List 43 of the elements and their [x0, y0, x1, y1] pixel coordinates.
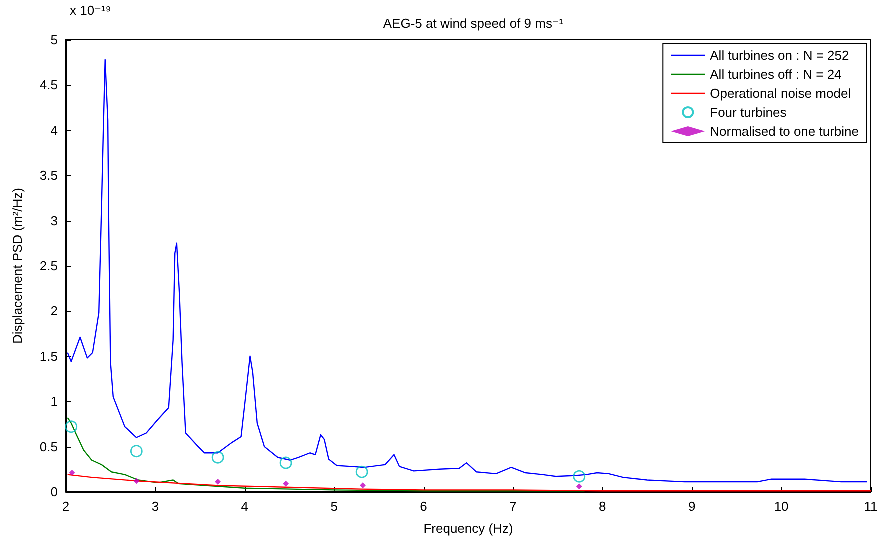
- point: [215, 479, 222, 486]
- y-tick-label: 2: [50, 304, 58, 319]
- y-tick-label: 0: [50, 484, 58, 500]
- x-tick-label: 6: [420, 499, 428, 514]
- x-tick-label: 3: [152, 499, 160, 514]
- y-tick-label: 1: [50, 394, 58, 410]
- point: [69, 470, 76, 476]
- y-tick-label: 2.5: [40, 258, 58, 274]
- point: [280, 456, 292, 470]
- point: [212, 451, 224, 464]
- point: [65, 420, 78, 434]
- point: [130, 445, 143, 458]
- point: [573, 470, 586, 483]
- legend-label: Operational noise model: [710, 86, 852, 101]
- y-tick-label: 1.5: [40, 348, 58, 364]
- x-tick-label: 4: [241, 499, 249, 514]
- legend-label: All turbines off : N = 24: [710, 67, 842, 82]
- y-tick-label: 3.5: [40, 168, 58, 184]
- x-tick-label: 5: [330, 499, 338, 514]
- x-tick-label: 8: [599, 499, 606, 514]
- y-tick-label: 0.5: [40, 439, 58, 454]
- chart-title: AEG-5 at wind speed of 9 ms⁻¹: [383, 16, 564, 31]
- y-tick-label: 4.5: [40, 78, 58, 93]
- line-series: [67, 59, 868, 483]
- x-tick-label: 9: [688, 499, 696, 514]
- point: [356, 466, 368, 478]
- point: [283, 480, 290, 487]
- x-tick-label: 2: [62, 499, 70, 514]
- x-tick-label: 7: [510, 499, 517, 514]
- y-axis-title: Displacement PSD (m²/Hz): [10, 188, 25, 344]
- text: x 10⁻¹⁹: [70, 3, 112, 18]
- y-tick-label: 3: [50, 213, 58, 228]
- point: [576, 484, 582, 490]
- x-tick-label: 11: [864, 499, 878, 514]
- x-axis-title: Frequency (Hz): [424, 521, 514, 536]
- legend-label: Normalised to one turbine: [710, 124, 859, 139]
- y-tick-label: 4: [50, 122, 58, 138]
- x-tick-label: 10: [774, 499, 789, 514]
- y-tick-label: 5: [50, 32, 58, 48]
- point: [360, 482, 366, 489]
- legend-label: All turbines on : N = 252: [710, 48, 850, 63]
- legend-label: Four turbines: [710, 105, 788, 120]
- point: [134, 478, 140, 484]
